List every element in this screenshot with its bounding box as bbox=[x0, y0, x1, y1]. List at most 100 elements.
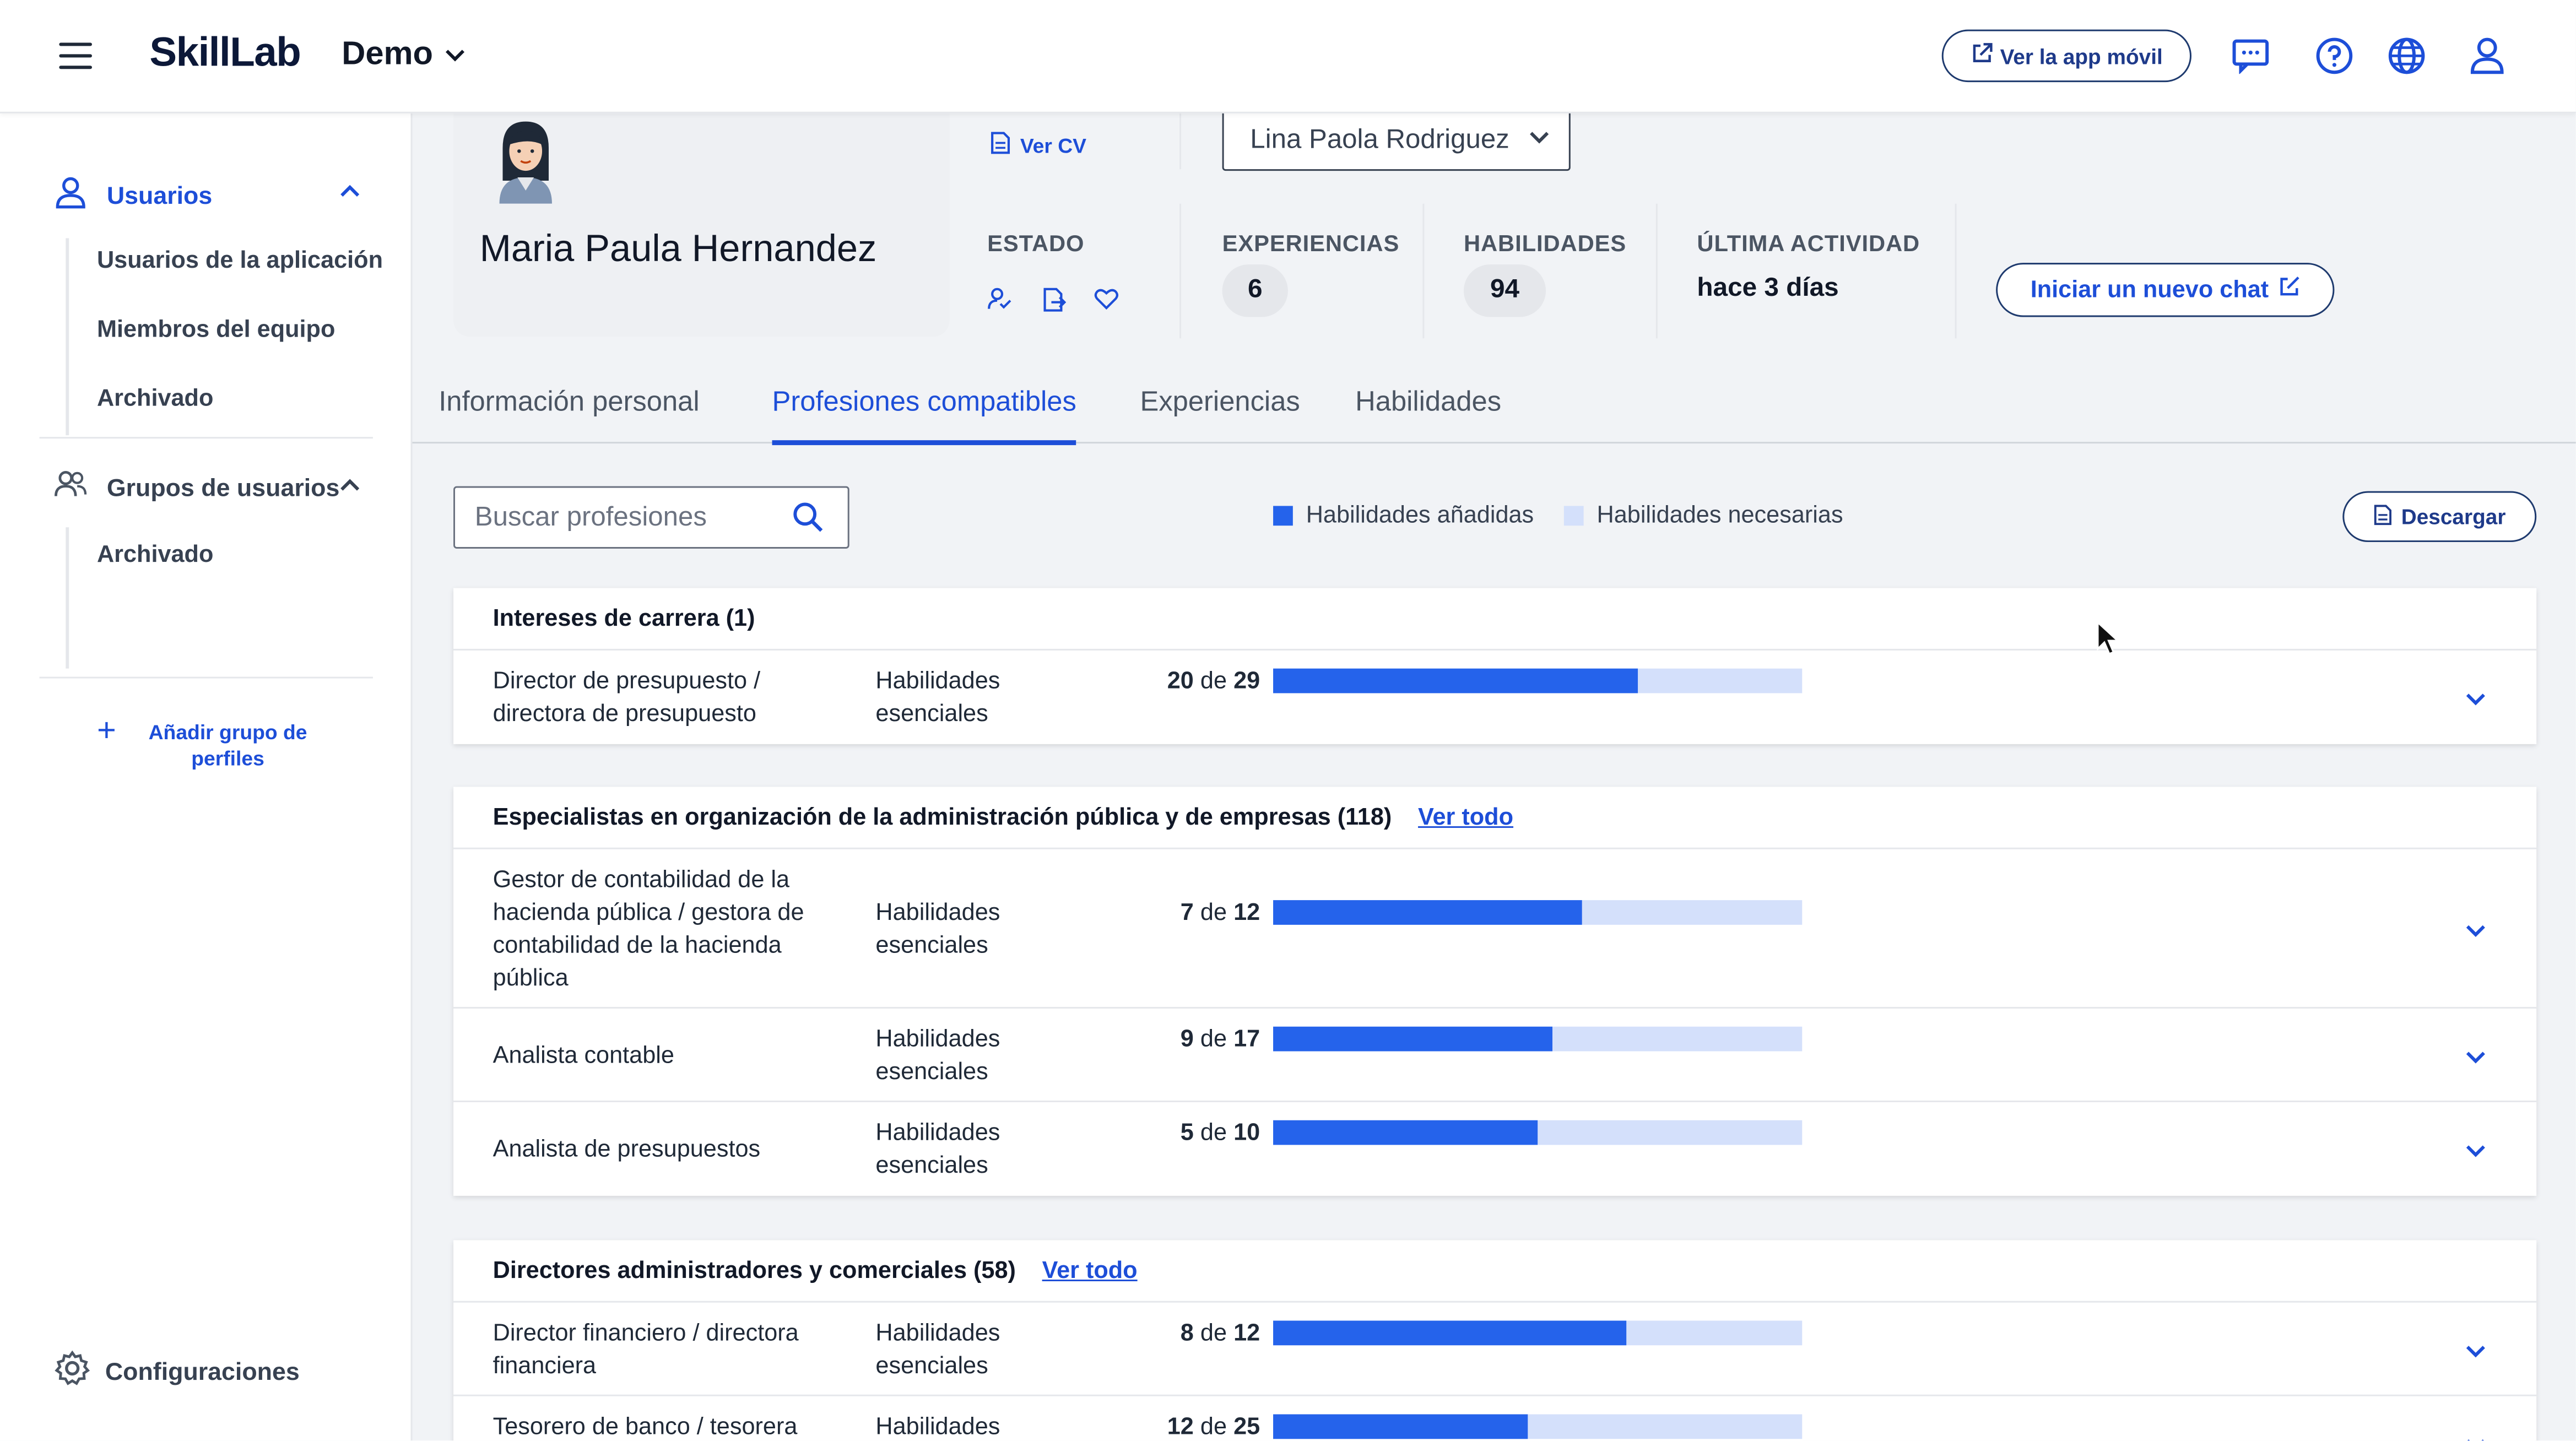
legend-needed: Habilidades necesarias bbox=[1563, 502, 1843, 529]
last-activity-label: ÚLTIMA ACTIVIDAD bbox=[1697, 230, 1920, 257]
profession-row[interactable]: Analista de presupuestos Habilidades ese… bbox=[453, 1102, 2536, 1196]
profession-name: Analista de presupuestos bbox=[493, 1136, 761, 1163]
legend-added-label: Habilidades añadidas bbox=[1306, 502, 1534, 529]
new-chat-label: Iniciar un nuevo chat bbox=[2030, 277, 2269, 304]
org-name: Demo bbox=[342, 36, 433, 73]
top-bar: SkillLab Demo Ver la app móvil bbox=[0, 0, 2576, 113]
settings-link[interactable]: Configuraciones bbox=[54, 1350, 300, 1393]
sidebar-section-users[interactable]: Usuarios bbox=[54, 176, 366, 215]
profession-row[interactable]: Gestor de contabilidad de la hacienda pú… bbox=[453, 849, 2537, 1009]
help-icon[interactable] bbox=[2315, 36, 2355, 76]
profession-row[interactable]: Analista contable Habilidades esenciales… bbox=[453, 1009, 2537, 1102]
profession-group: Directores administradores y comerciales… bbox=[453, 1240, 2537, 1441]
skill-progress-bar bbox=[1273, 668, 1803, 694]
assignee-select[interactable]: Lina Paola Rodriguez bbox=[1222, 108, 1571, 171]
users-group-icon bbox=[54, 470, 87, 506]
skill-kind: Habilidades esenciales bbox=[875, 1120, 1000, 1180]
edit-external-icon bbox=[2279, 276, 2300, 304]
skill-count: 8 de 12 bbox=[1180, 1320, 1260, 1347]
mobile-app-button[interactable]: Ver la app móvil bbox=[1941, 29, 2191, 83]
tab-compatible-professions[interactable]: Profesiones compatibles bbox=[772, 386, 1076, 446]
sidebar-item-app-users[interactable]: Usuarios de la aplicación bbox=[96, 248, 383, 274]
skill-count: 20 de 29 bbox=[1167, 668, 1260, 695]
chevron-up-icon[interactable] bbox=[338, 177, 361, 204]
app-logo[interactable]: SkillLab bbox=[149, 29, 301, 76]
user-icon bbox=[54, 176, 87, 215]
chat-icon[interactable] bbox=[2231, 36, 2271, 76]
add-profile-group-button[interactable]: + Añadir grupo de perfiles bbox=[97, 714, 313, 772]
tab-experiences[interactable]: Experiencias bbox=[1140, 386, 1300, 418]
sidebar-users-label: Usuarios bbox=[106, 181, 213, 210]
chevron-down-icon bbox=[443, 42, 466, 68]
add-group-label: Añadir grupo de perfiles bbox=[148, 721, 307, 771]
skills-label: HABILIDADES bbox=[1463, 230, 1627, 257]
chevron-down-icon[interactable] bbox=[2461, 1335, 2491, 1365]
skill-progress-fill bbox=[1273, 1026, 1553, 1052]
view-cv-link[interactable]: Ver CV bbox=[991, 132, 1086, 160]
menu-icon[interactable] bbox=[59, 42, 92, 69]
org-selector[interactable]: Demo bbox=[342, 36, 466, 74]
see-all-link[interactable]: Ver todo bbox=[1042, 1257, 1138, 1284]
chevron-down-icon bbox=[1526, 125, 1552, 160]
profession-row[interactable]: Tesorero de banco / tesorera Habilidades… bbox=[453, 1396, 2536, 1441]
skill-kind: Habilidades bbox=[875, 1414, 1000, 1441]
profession-row[interactable]: Director financiero / directora financie… bbox=[453, 1303, 2537, 1396]
new-chat-button[interactable]: Iniciar un nuevo chat bbox=[1996, 263, 2335, 317]
chevron-down-icon[interactable] bbox=[2461, 1429, 2491, 1441]
tab-personal-info[interactable]: Información personal bbox=[439, 386, 700, 418]
last-activity-value: hace 3 días bbox=[1697, 274, 1839, 302]
skill-progress-fill bbox=[1273, 900, 1582, 925]
sidebar-section-user-groups[interactable]: Grupos de usuarios bbox=[54, 470, 366, 506]
user-account-icon[interactable] bbox=[2467, 36, 2507, 76]
sidebar-item-archived-groups[interactable]: Archivado bbox=[96, 542, 214, 568]
skill-count: 9 de 17 bbox=[1180, 1026, 1260, 1053]
skill-progress-bar bbox=[1273, 1026, 1803, 1052]
skill-progress-fill bbox=[1273, 1414, 1527, 1439]
group-title: Intereses de carrera (1) bbox=[493, 605, 755, 632]
search-input[interactable] bbox=[455, 502, 784, 533]
chevron-down-icon[interactable] bbox=[2461, 915, 2491, 945]
download-button[interactable]: Descargar bbox=[2342, 491, 2537, 543]
profession-row[interactable]: Director de presupuesto / directora de p… bbox=[453, 651, 2536, 744]
chevron-up-icon[interactable] bbox=[338, 472, 361, 498]
heart-icon[interactable] bbox=[1094, 288, 1119, 321]
profession-group: Intereses de carrera (1) Director de pre… bbox=[453, 588, 2537, 744]
skill-kind: Habilidades esenciales bbox=[875, 1320, 1000, 1380]
sidebar-divider bbox=[39, 437, 373, 439]
legend-needed-label: Habilidades necesarias bbox=[1597, 502, 1843, 529]
experiences-count: 6 bbox=[1222, 264, 1288, 317]
sidebar: Usuarios Usuarios de la aplicación Miemb… bbox=[0, 113, 413, 1441]
divider bbox=[1422, 203, 1425, 339]
sidebar-item-team-members[interactable]: Miembros del equipo bbox=[96, 317, 335, 344]
divider bbox=[1955, 203, 1957, 339]
document-icon bbox=[991, 132, 1010, 160]
skill-count: 12 de 25 bbox=[1167, 1414, 1260, 1441]
sidebar-groups-label: Grupos de usuarios bbox=[106, 474, 340, 502]
sidebar-item-archived-users[interactable]: Archivado bbox=[96, 386, 214, 413]
settings-label: Configuraciones bbox=[105, 1357, 300, 1386]
see-all-link[interactable]: Ver todo bbox=[1418, 804, 1514, 831]
profession-name: Director de presupuesto / directora de p… bbox=[493, 668, 761, 728]
search-icon[interactable] bbox=[792, 501, 825, 543]
tab-skills[interactable]: Habilidades bbox=[1355, 386, 1502, 418]
skill-progress-fill bbox=[1273, 1120, 1538, 1145]
profession-name: Analista contable bbox=[493, 1043, 674, 1070]
profession-name: Tesorero de banco / tesorera bbox=[493, 1414, 798, 1441]
profile-name: Maria Paula Hernandez bbox=[479, 226, 877, 270]
assignee-value: Lina Paola Rodriguez bbox=[1250, 124, 1509, 154]
skills-count: 94 bbox=[1463, 264, 1546, 317]
mobile-app-label: Ver la app móvil bbox=[2000, 44, 2163, 68]
document-transfer-icon[interactable] bbox=[1042, 288, 1067, 321]
chevron-down-icon[interactable] bbox=[2461, 1135, 2491, 1165]
globe-icon[interactable] bbox=[2387, 36, 2427, 76]
experiences-label: EXPERIENCIAS bbox=[1222, 230, 1400, 257]
profession-group: Especialistas en organización de la admi… bbox=[453, 787, 2537, 1196]
chevron-down-icon[interactable] bbox=[2461, 684, 2491, 713]
group-header: Intereses de carrera (1) bbox=[453, 588, 2537, 651]
chevron-down-icon[interactable] bbox=[2461, 1042, 2491, 1071]
skill-progress-fill bbox=[1273, 1320, 1626, 1346]
user-check-icon[interactable] bbox=[987, 288, 1014, 321]
sidebar-tree-line bbox=[66, 527, 69, 669]
download-label: Descargar bbox=[2401, 504, 2506, 529]
